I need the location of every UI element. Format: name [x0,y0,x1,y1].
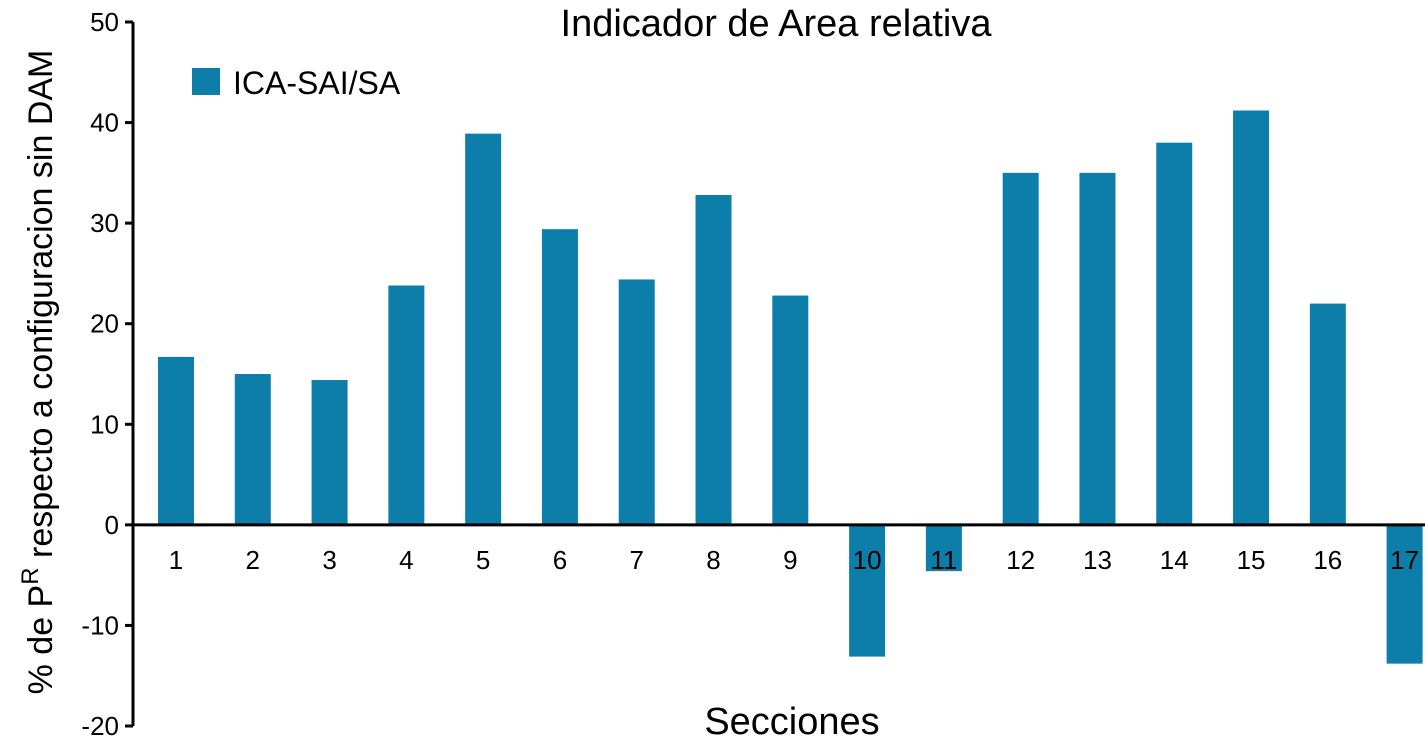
bar [1386,524,1423,664]
y-axis-label: % de PR respecto a configuracion sin DAM [17,50,60,695]
bar [311,380,348,525]
legend: ICA-SAI/SA [192,65,401,101]
y-axis: -20 -10 0 10 20 30 40 50 [81,7,135,741]
x-axis-label: Secciones [704,701,879,743]
legend-swatch [192,68,220,95]
x-tick-label: 2 [246,545,260,575]
bar [158,356,194,525]
x-tick-label: 11 [930,545,957,575]
x-tick-label: 10 [853,545,882,575]
bar [1233,110,1270,525]
bar [465,133,502,525]
bar [1079,172,1116,525]
y-tick-label: -10 [81,610,119,640]
y-tick-label: 20 [90,309,119,339]
x-tick-label: 1 [169,545,183,575]
bars [158,110,1423,664]
x-axis: 1 2 3 4 5 6 7 8 9 10 11 12 13 14 15 16 17 [133,523,1425,575]
bar [1156,142,1193,525]
x-tick-label: 7 [629,545,643,575]
x-tick-label: 5 [476,545,490,575]
legend-label: ICA-SAI/SA [233,65,401,101]
bar [1309,303,1346,525]
y-axis-label-superscript: R [17,567,44,584]
x-tick-label: 6 [553,545,567,575]
y-axis-label-suffix: respecto a configuracion sin DAM [22,50,60,568]
bar [772,295,809,525]
x-tick-label: 9 [783,545,797,575]
y-tick-label: 30 [90,208,119,238]
y-axis-label-prefix: % de P [22,585,60,695]
x-tick-label: 13 [1083,545,1112,575]
y-tick-label: 50 [90,7,119,37]
bar [541,229,578,525]
x-tick-label: 4 [399,545,413,575]
x-tick-label: 17 [1390,545,1419,575]
y-tick-label: 0 [105,510,119,540]
y-tick-label: 10 [90,409,119,439]
x-tick-label: 16 [1313,545,1342,575]
x-tick-label: 15 [1237,545,1266,575]
chart-title: Indicador de Area relativa [561,3,993,45]
bar [849,524,886,657]
bar [925,524,962,572]
bar [695,194,732,525]
x-tick-label: 8 [706,545,720,575]
x-tick-label: 14 [1160,545,1189,575]
bar [618,279,655,525]
bar [234,374,271,525]
x-tick-label: 3 [322,545,336,575]
bar [1002,172,1039,525]
x-tick-label: 12 [1006,545,1035,575]
y-tick-label: -20 [81,711,119,741]
y-tick-label: 40 [90,108,119,138]
bar [388,285,425,525]
